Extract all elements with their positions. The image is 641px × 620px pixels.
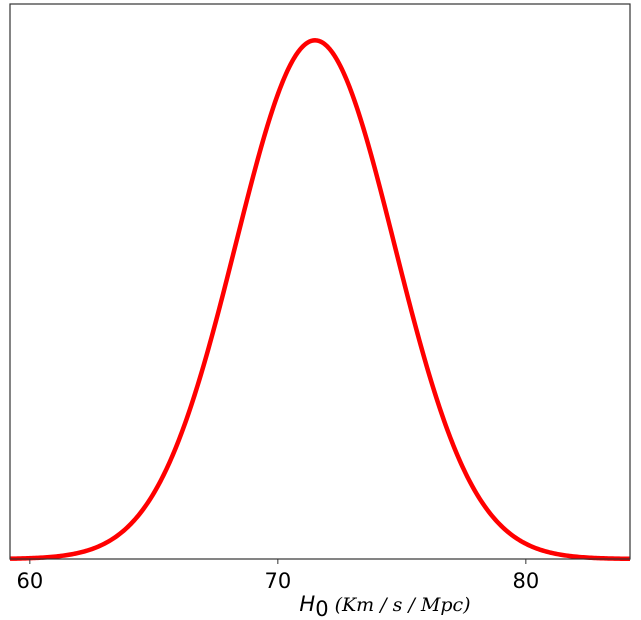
plot-area (9, 38, 631, 562)
x-axis-label-symbol: H (299, 592, 315, 616)
x-axis-ticks: 60 70 80 (16, 559, 539, 593)
x-axis-label-units: (Km / s / Mpc) (335, 594, 471, 616)
x-tick-label: 80 (512, 569, 539, 593)
x-tick-label: 70 (264, 569, 291, 593)
series-line-0 (9, 38, 631, 562)
x-tick-label: 60 (16, 569, 43, 593)
axes-frame (9, 3, 631, 560)
x-axis-label: H0 (Km / s / Mpc) (299, 592, 470, 620)
x-axis-label-subscript: 0 (315, 597, 328, 620)
